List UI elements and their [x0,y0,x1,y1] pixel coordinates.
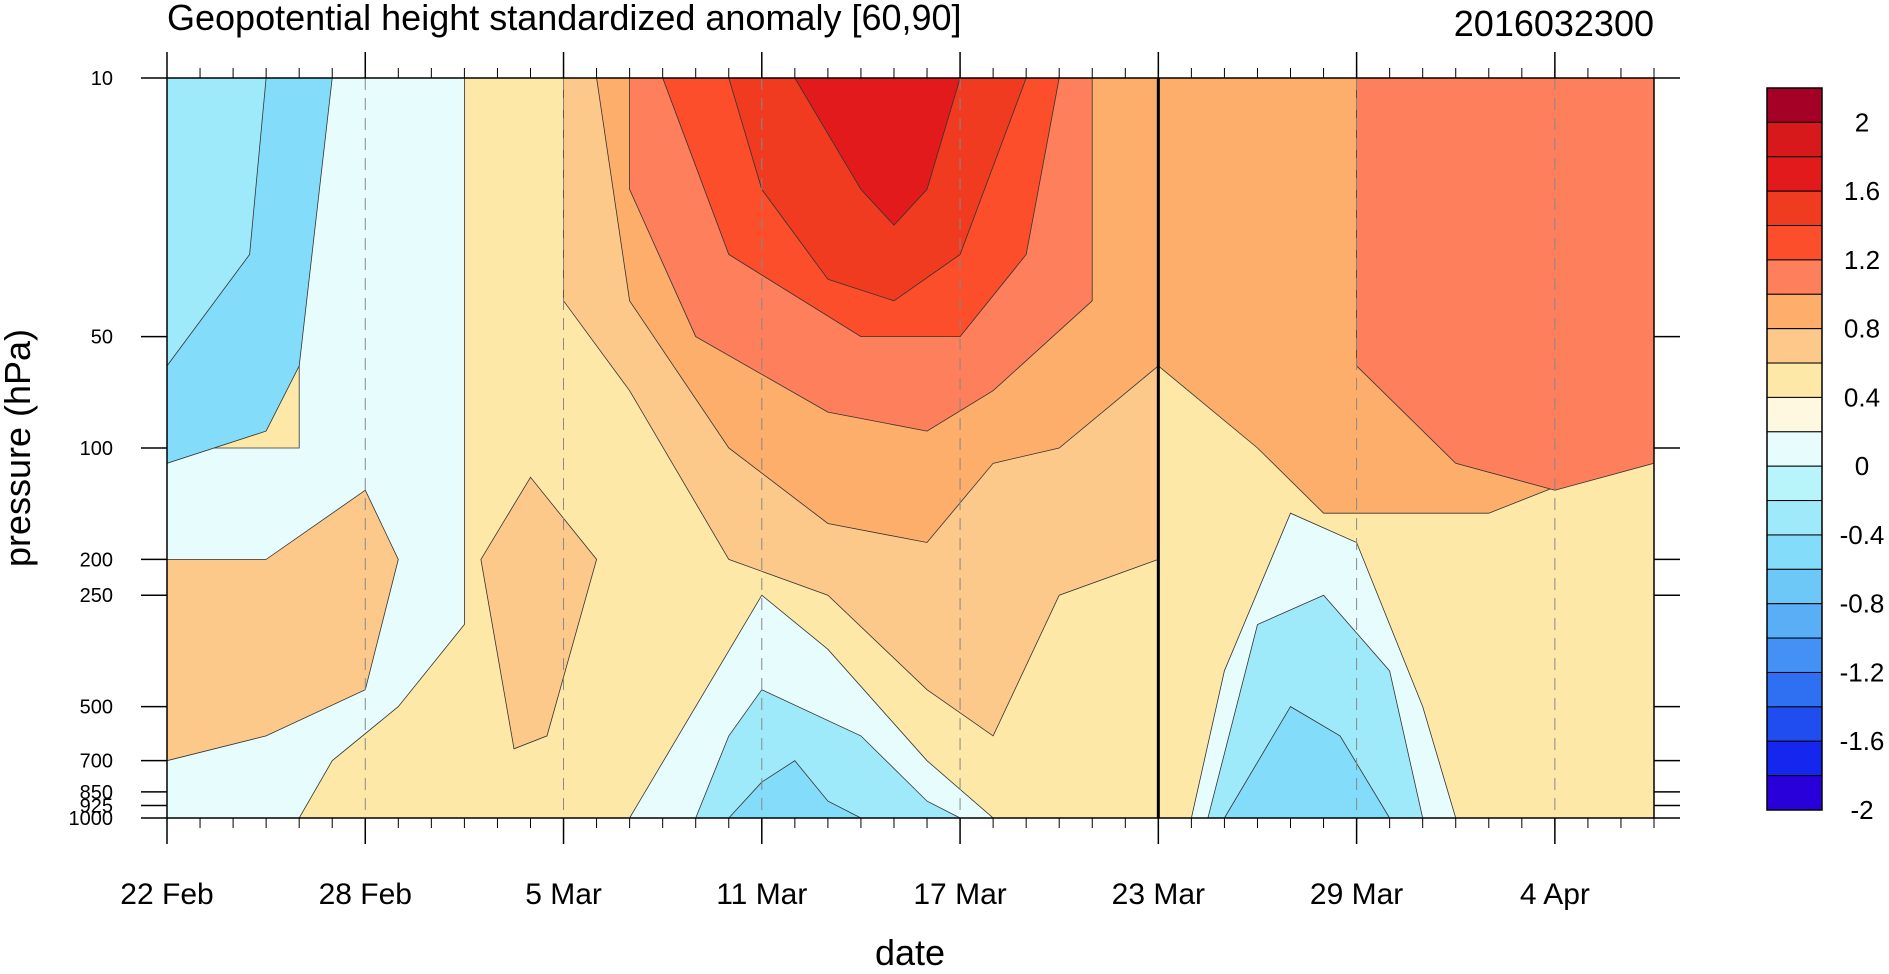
colorbar-bin [1766,740,1823,777]
colorbar-bin [1766,431,1823,467]
x-tick-label: 28 Feb [319,878,412,911]
colorbar-bin [1766,190,1823,227]
colorbar-bin [1766,637,1823,673]
colorbar-bin [1766,671,1823,708]
y-tick-label: 1000 [69,808,114,830]
x-tick-label: 17 Mar [913,878,1006,911]
colorbar-label: 0 [1855,451,1869,481]
colorbar-label: -0.4 [1840,520,1885,550]
colorbar-bin [1766,259,1823,295]
colorbar-label: -0.8 [1840,589,1885,619]
colorbar-label: 2 [1855,107,1869,137]
colorbar-bin [1766,225,1823,261]
contour-warm-feb-low [166,489,399,762]
y-tick-label: 500 [80,697,113,719]
colorbar-bin [1766,328,1823,364]
y-tick-label: 200 [80,549,113,571]
colorbar-label: -1.6 [1840,726,1885,756]
colorbar-bin [1766,396,1823,433]
colorbar-label: -1.2 [1840,657,1885,687]
colorbar-bin [1766,465,1823,502]
colorbar: 2 1.6 1.2 0.8 0.4 0 -0.4 -0.8 -1.2 -1.6 -2 [1766,87,1885,825]
colorbar-bin [1766,121,1823,158]
x-tick-label: 23 Mar [1112,878,1205,911]
plot-area [166,77,1655,819]
colorbar-bin [1766,568,1823,605]
colorbar-label: 1.6 [1844,176,1880,206]
chart-date-label: 2016032300 [1454,3,1654,44]
contour-warm-mid-mar [480,476,598,750]
x-tick-label: 11 Mar [716,878,807,911]
colorbar-bin [1766,534,1823,570]
colorbar-bin [1766,500,1823,536]
y-tick-label: 100 [80,438,113,460]
y-tick-label: 925 [80,795,113,817]
x-tick-label: 5 Mar [525,878,602,911]
y-tick-label: 250 [80,585,113,607]
y-tick-label: 850 [80,782,113,804]
colorbar-bin [1766,156,1823,192]
x-axis: 22 Feb 28 Feb 5 Mar 11 Mar 17 Mar 23 Mar 29 Ma… [120,52,1655,911]
colorbar-label: 1.2 [1844,245,1880,275]
x-tick-label: 4 Apr [1520,878,1590,911]
colorbar-frame [1766,87,1823,811]
y-tick-label: 700 [80,751,113,773]
y-axis-title: pressure (hPa) [0,329,38,567]
colorbar-bin [1766,293,1823,330]
colorbar-bin [1766,87,1823,123]
y-tick-label: 10 [91,68,113,90]
colorbar-bin [1766,775,1823,811]
colorbar-bin [1766,706,1823,742]
colorbar-label: 0.4 [1844,382,1880,412]
colorbar-bin [1766,603,1823,639]
colorbar-label: 0.8 [1844,314,1880,344]
y-tick-label: 50 [91,327,113,349]
x-tick-label: 22 Feb [120,878,213,911]
x-axis-title: date [875,932,945,969]
x-tick-label: 29 Mar [1310,878,1403,911]
colorbar-bin [1766,362,1823,398]
chart-title: Geopotential height standardized anomaly… [167,0,962,38]
colorbar-label: -2 [1850,795,1873,825]
